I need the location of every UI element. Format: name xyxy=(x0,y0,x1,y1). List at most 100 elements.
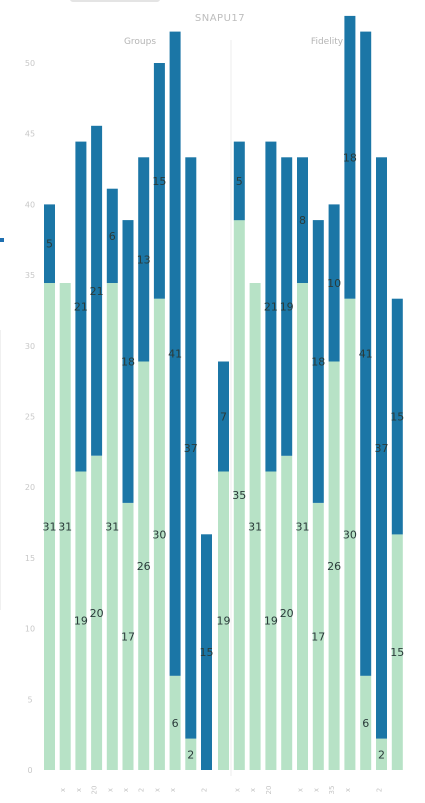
bar-segment-lower xyxy=(249,283,261,770)
y-tick-label: 25 xyxy=(25,413,35,422)
bar-segment-upper xyxy=(391,298,403,535)
bar-segment-lower xyxy=(153,298,165,770)
data-label: 2 xyxy=(187,748,194,761)
data-label: 8 xyxy=(299,214,306,227)
data-label: 30 xyxy=(152,528,166,541)
data-label: 19 xyxy=(280,301,294,314)
data-label: 19 xyxy=(217,615,231,628)
x-tick-label: x xyxy=(344,788,352,792)
data-label: 2 xyxy=(378,748,385,761)
y-tick-label: 45 xyxy=(25,130,35,139)
bar-segment-upper xyxy=(201,534,212,770)
bar-segment-upper xyxy=(233,141,245,221)
data-label: 17 xyxy=(121,631,135,644)
bar-segment-upper xyxy=(218,361,229,472)
data-label: 20 xyxy=(280,607,294,620)
x-tick-label: 2 xyxy=(376,788,384,792)
bar-segment-lower xyxy=(328,361,340,770)
data-label: 10 xyxy=(327,277,341,290)
data-label: 13 xyxy=(137,253,151,266)
bar-segment-upper xyxy=(265,141,277,472)
data-label: 15 xyxy=(390,646,404,659)
bar-segment-lower xyxy=(169,675,181,770)
x-tick-label: 35 xyxy=(328,786,336,795)
data-label: 6 xyxy=(109,230,116,243)
x-tick-label: x xyxy=(312,788,320,792)
data-label: 26 xyxy=(137,560,151,573)
panel-fidelity: Fidelity197355x31x1921202019318x1718x261… xyxy=(217,15,404,795)
x-tick-label: 20 xyxy=(91,786,99,795)
data-label: 31 xyxy=(43,521,57,534)
data-label: 18 xyxy=(121,356,135,369)
data-label: 17 xyxy=(311,631,325,644)
bar-segment-lower xyxy=(391,534,403,770)
data-label: 5 xyxy=(236,175,243,188)
bar-segment-lower xyxy=(218,471,229,770)
bar-segment-upper xyxy=(297,157,308,283)
panels: Groups31531x1921x202120316x1718x26132301… xyxy=(43,15,404,795)
bar-segment-lower xyxy=(185,738,197,770)
bar-segment-lower xyxy=(281,455,293,770)
x-tick-label: x xyxy=(249,788,257,792)
bar-segment-upper xyxy=(376,157,387,739)
x-tick-label: x xyxy=(153,788,161,792)
bar-segment-upper xyxy=(281,157,293,456)
edge-line xyxy=(0,330,1,610)
data-label: 19 xyxy=(74,615,88,628)
bar-segment-upper xyxy=(91,125,103,456)
bar-segment-lower xyxy=(59,283,71,770)
data-label: 30 xyxy=(343,528,357,541)
bar-segment-upper xyxy=(312,220,324,503)
y-tick-label: 40 xyxy=(25,200,35,209)
bar-segment-lower xyxy=(91,455,103,770)
edge-marker xyxy=(0,238,4,242)
data-label: 5 xyxy=(46,238,53,251)
data-label: 6 xyxy=(362,717,369,730)
bar-segment-lower xyxy=(75,471,87,770)
data-label: 19 xyxy=(264,615,278,628)
data-label: 41 xyxy=(359,348,373,361)
bar-segment-lower xyxy=(44,283,55,770)
bar-segment-upper xyxy=(153,63,165,299)
bar-segment-lower xyxy=(233,220,245,771)
chart-title: SNAPU17 xyxy=(195,13,245,24)
x-tick-label: 2 xyxy=(138,788,146,792)
bar-segment-lower xyxy=(138,361,150,770)
data-label: 41 xyxy=(168,348,182,361)
bar-segment-upper xyxy=(106,188,118,283)
x-tick-label: x xyxy=(122,788,130,792)
bar-segment-lower xyxy=(106,283,118,770)
data-label: 31 xyxy=(248,521,262,534)
panel-groups: Groups31531x1921x202120316x1718x26132301… xyxy=(43,31,214,795)
x-tick-label: 2 xyxy=(201,788,209,792)
data-label: 31 xyxy=(105,521,119,534)
data-label: 26 xyxy=(327,560,341,573)
y-tick-label: 5 xyxy=(27,695,32,704)
x-tick-label: x xyxy=(106,788,114,792)
y-tick-label: 50 xyxy=(25,59,35,68)
bar-segment-upper xyxy=(75,141,87,472)
bar-segment-lower xyxy=(265,471,277,770)
bar-segment-upper xyxy=(138,157,150,362)
x-tick-label: x xyxy=(233,788,241,792)
bar-segment-lower xyxy=(312,502,324,770)
bar-segment-lower xyxy=(360,675,372,770)
bar-segment-lower xyxy=(122,502,134,770)
data-label: 37 xyxy=(184,442,198,455)
bar-segment-lower xyxy=(376,738,387,770)
y-tick-label: 10 xyxy=(25,625,35,634)
y-tick-label: 30 xyxy=(25,342,35,351)
bar-segment-upper xyxy=(44,204,55,283)
x-tick-label: 20 xyxy=(265,786,273,795)
panel-title: Groups xyxy=(124,37,156,47)
data-label: 18 xyxy=(311,356,325,369)
cropped-header-fragment xyxy=(70,0,160,2)
data-label: 18 xyxy=(343,151,357,164)
bar-segment-upper xyxy=(185,157,197,739)
data-label: 35 xyxy=(232,489,246,502)
y-tick-label: 15 xyxy=(25,554,35,563)
data-label: 15 xyxy=(390,411,404,424)
bar-segment-upper xyxy=(360,31,372,676)
x-tick-label: x xyxy=(59,788,67,792)
